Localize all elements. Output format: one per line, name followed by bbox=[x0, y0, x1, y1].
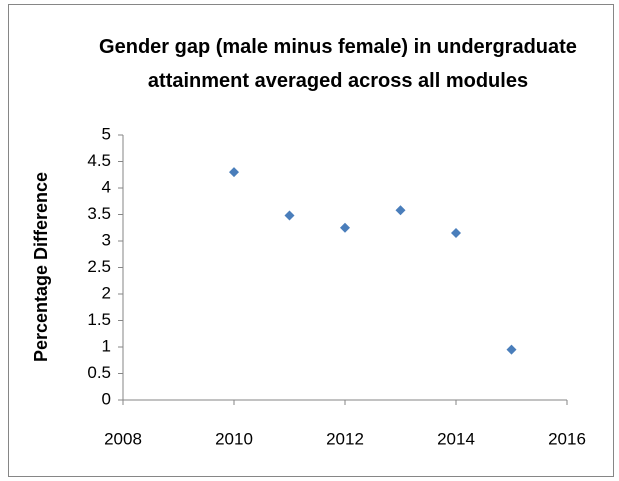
y-tick-label: 3.5 bbox=[87, 204, 111, 223]
y-tick-label: 2 bbox=[102, 283, 111, 302]
y-tick-label: 1.5 bbox=[87, 310, 111, 329]
y-axis-label: Percentage Difference bbox=[31, 172, 51, 362]
x-tick-label: 2014 bbox=[437, 429, 475, 448]
chart-title: Gender gap (male minus female) in underg… bbox=[99, 36, 577, 92]
chart-border bbox=[8, 4, 614, 477]
data-point bbox=[451, 228, 461, 239]
x-tick-label: 2012 bbox=[326, 429, 364, 448]
x-tick-label: 2008 bbox=[104, 429, 142, 448]
data-point bbox=[340, 222, 350, 233]
data-point bbox=[284, 210, 295, 221]
y-tick-label: 0 bbox=[102, 389, 111, 408]
data-point bbox=[229, 167, 239, 178]
y-tick-label: 4 bbox=[102, 177, 111, 196]
y-tick-label: 3 bbox=[102, 230, 111, 249]
data-point bbox=[395, 205, 406, 216]
y-tick-label: 1 bbox=[102, 336, 111, 355]
x-tick-label: 2010 bbox=[215, 429, 253, 448]
y-tick-label: 2.5 bbox=[87, 257, 111, 276]
x-tick-label: 2016 bbox=[548, 429, 586, 448]
data-point bbox=[506, 344, 517, 355]
y-tick-label: 4.5 bbox=[87, 151, 111, 170]
y-tick-label: 5 bbox=[102, 124, 111, 143]
y-tick-label: 0.5 bbox=[87, 363, 111, 382]
